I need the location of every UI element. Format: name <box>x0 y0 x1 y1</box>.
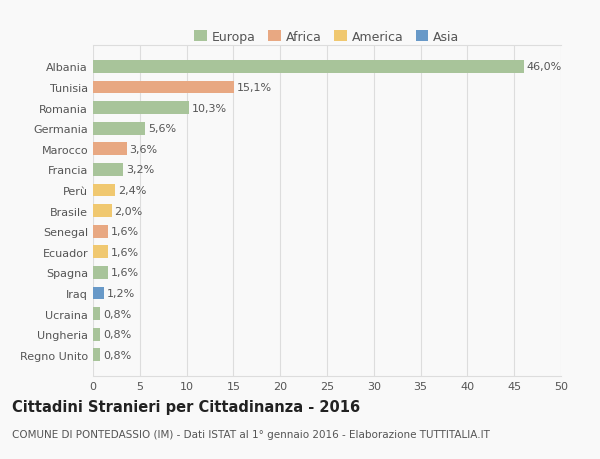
Bar <box>93 123 145 135</box>
Bar <box>93 205 112 218</box>
Text: 2,0%: 2,0% <box>115 206 143 216</box>
Text: 1,2%: 1,2% <box>107 288 135 298</box>
Text: 3,2%: 3,2% <box>126 165 154 175</box>
Text: Cittadini Stranieri per Cittadinanza - 2016: Cittadini Stranieri per Cittadinanza - 2… <box>12 399 360 414</box>
Text: 5,6%: 5,6% <box>148 124 176 134</box>
Bar <box>93 349 100 361</box>
Bar <box>93 164 123 176</box>
Text: 1,6%: 1,6% <box>111 227 139 237</box>
Text: COMUNE DI PONTEDASSIO (IM) - Dati ISTAT al 1° gennaio 2016 - Elaborazione TUTTIT: COMUNE DI PONTEDASSIO (IM) - Dati ISTAT … <box>12 429 490 439</box>
Bar <box>93 246 108 258</box>
Text: 15,1%: 15,1% <box>237 83 272 93</box>
Text: 0,8%: 0,8% <box>103 309 131 319</box>
Text: 1,6%: 1,6% <box>111 247 139 257</box>
Legend: Europa, Africa, America, Asia: Europa, Africa, America, Asia <box>190 26 464 49</box>
Text: 3,6%: 3,6% <box>130 145 158 155</box>
Text: 46,0%: 46,0% <box>526 62 562 72</box>
Bar <box>93 61 524 73</box>
Text: 0,8%: 0,8% <box>103 330 131 339</box>
Bar <box>93 102 190 115</box>
Bar <box>93 328 100 341</box>
Bar <box>93 287 104 300</box>
Bar <box>93 143 127 156</box>
Bar <box>93 266 108 279</box>
Text: 1,6%: 1,6% <box>111 268 139 278</box>
Text: 10,3%: 10,3% <box>192 103 227 113</box>
Bar <box>93 308 100 320</box>
Text: 2,4%: 2,4% <box>118 185 146 196</box>
Bar <box>93 184 115 197</box>
Bar <box>93 81 235 94</box>
Bar <box>93 225 108 238</box>
Text: 0,8%: 0,8% <box>103 350 131 360</box>
